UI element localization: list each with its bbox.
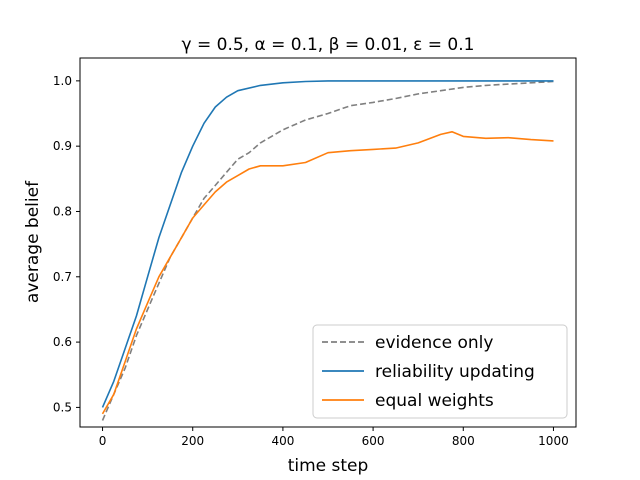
chart-title: γ = 0.5, α = 0.1, β = 0.01, ε = 0.1 — [182, 35, 475, 55]
x-tick-label: 600 — [362, 434, 385, 448]
y-axis: 0.5 0.6 0.7 0.8 0.9 1.0 — [53, 74, 80, 414]
x-axis: 0 200 400 600 800 1000 — [99, 427, 569, 448]
plot-frame — [79, 57, 577, 428]
series-line — [101, 80, 554, 421]
y-tick-label: 0.9 — [53, 139, 72, 153]
legend-box — [312, 324, 568, 419]
x-tick-label: 200 — [181, 434, 204, 448]
x-tick-label: 1000 — [538, 434, 569, 448]
y-tick-label: 0.6 — [53, 335, 72, 349]
x-tick-label: 400 — [271, 434, 294, 448]
y-tick-label: 0.5 — [53, 400, 72, 414]
y-tick-label: 0.8 — [53, 204, 72, 218]
series-line — [101, 131, 554, 415]
legend-label: equal weights — [375, 391, 494, 411]
x-tick-label: 800 — [452, 434, 475, 448]
y-tick-label: 0.7 — [53, 270, 72, 284]
series-line — [101, 80, 554, 408]
legend-label: evidence only — [375, 333, 493, 353]
x-axis-label: time step — [288, 456, 369, 476]
legend: evidence only reliability updating equal w… — [312, 324, 568, 419]
x-tick-label: 0 — [99, 434, 107, 448]
legend-label: reliability updating — [375, 362, 535, 382]
series-layer — [101, 80, 554, 421]
y-axis-label: average belief — [23, 180, 43, 303]
y-tick-label: 1.0 — [53, 74, 72, 88]
